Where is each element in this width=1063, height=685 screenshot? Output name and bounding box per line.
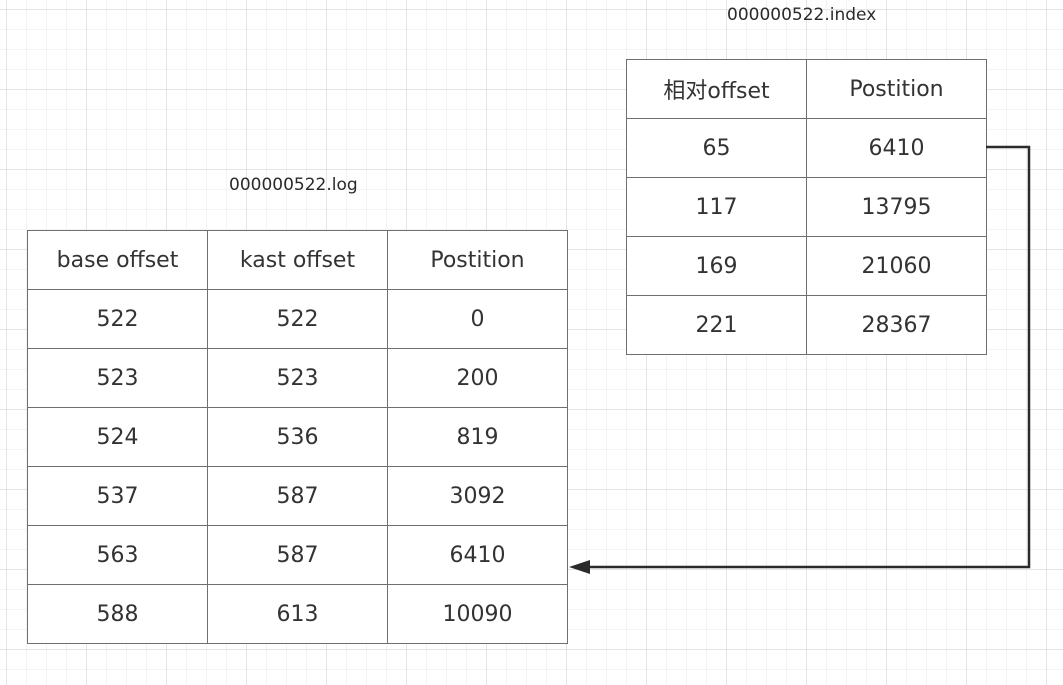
log-cell-base-offset: 522: [27, 289, 208, 349]
log-cell-last-offset: 587: [207, 466, 388, 526]
log-cell-last-offset: 522: [207, 289, 388, 349]
table-row: 524 536 819: [27, 407, 568, 467]
table-row: 523 523 200: [27, 348, 568, 408]
table-row: 522 522 0: [27, 289, 568, 349]
index-cell-position: 6410: [806, 118, 987, 178]
log-cell-base-offset: 537: [27, 466, 208, 526]
log-cell-base-offset: 523: [27, 348, 208, 408]
log-table: base offset kast offset Postition 522 52…: [27, 230, 568, 644]
log-cell-position: 6410: [387, 525, 568, 585]
table-row: 65 6410: [626, 118, 987, 178]
index-cell-offset: 65: [626, 118, 807, 178]
log-cell-position: 10090: [387, 584, 568, 644]
table-row: 169 21060: [626, 236, 987, 296]
index-cell-offset: 221: [626, 295, 807, 355]
log-cell-last-offset: 536: [207, 407, 388, 467]
log-cell-base-offset: 524: [27, 407, 208, 467]
log-cell-base-offset: 563: [27, 525, 208, 585]
index-cell-offset: 169: [626, 236, 807, 296]
index-cell-offset: 117: [626, 177, 807, 237]
table-row: 117 13795: [626, 177, 987, 237]
log-cell-last-offset: 587: [207, 525, 388, 585]
index-table-header-row: 相对offset Postition: [626, 59, 987, 119]
log-header-last-offset: kast offset: [207, 230, 388, 290]
table-row: 588 613 10090: [27, 584, 568, 644]
log-cell-position: 3092: [387, 466, 568, 526]
index-header-relative-offset: 相对offset: [626, 59, 807, 119]
arrowhead-icon: [569, 560, 590, 574]
index-file-caption: 000000522.index: [727, 5, 877, 25]
log-cell-position: 819: [387, 407, 568, 467]
log-cell-position: 200: [387, 348, 568, 408]
log-table-header-row: base offset kast offset Postition: [27, 230, 568, 290]
index-cell-position: 13795: [806, 177, 987, 237]
log-cell-last-offset: 613: [207, 584, 388, 644]
table-row: 221 28367: [626, 295, 987, 355]
log-cell-last-offset: 523: [207, 348, 388, 408]
log-cell-base-offset: 588: [27, 584, 208, 644]
index-cell-position: 28367: [806, 295, 987, 355]
index-table: 相对offset Postition 65 6410 117 13795 169…: [626, 59, 987, 355]
log-header-base-offset: base offset: [27, 230, 208, 290]
log-file-caption: 000000522.log: [229, 175, 358, 195]
log-header-position: Postition: [387, 230, 568, 290]
table-row: 563 587 6410: [27, 525, 568, 585]
index-header-position: Postition: [806, 59, 987, 119]
index-cell-position: 21060: [806, 236, 987, 296]
table-row: 537 587 3092: [27, 466, 568, 526]
log-cell-position: 0: [387, 289, 568, 349]
